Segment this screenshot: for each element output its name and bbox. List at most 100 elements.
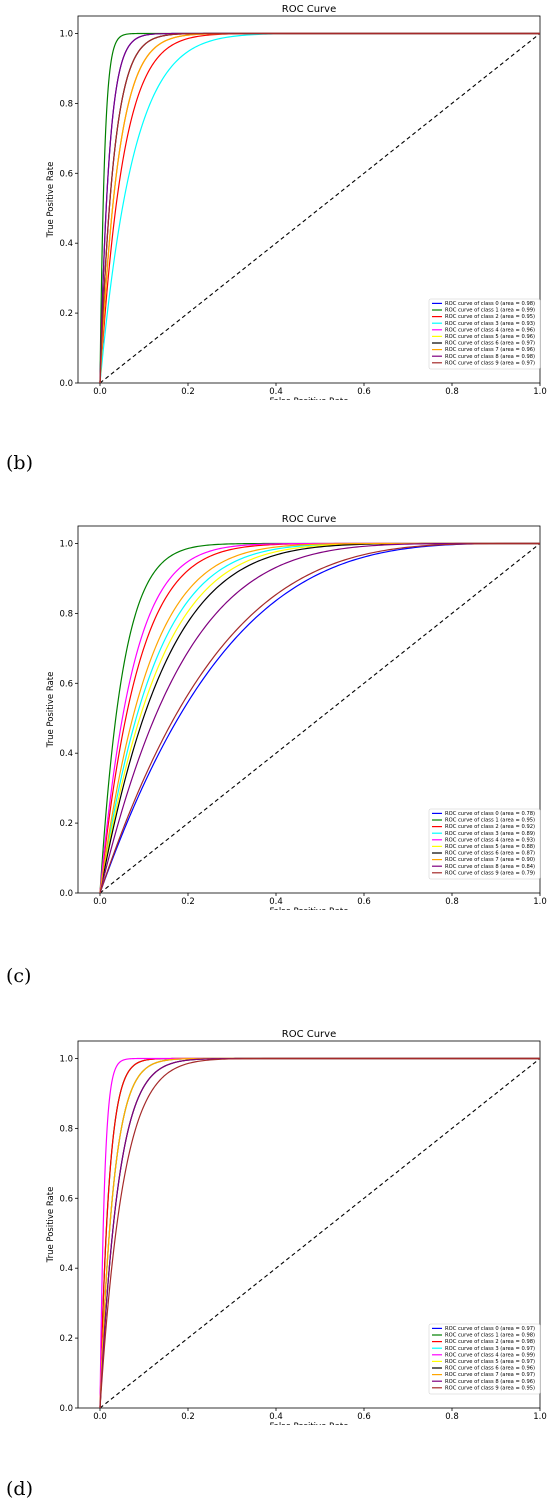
x-tick-label: 0.6	[357, 897, 371, 907]
y-tick-label: 0.8	[59, 609, 73, 619]
plot-frame	[77, 15, 541, 384]
x-tick-label: 0.4	[269, 1412, 283, 1422]
legend-entry: ROC curve of class 3 (area = 0.93)	[445, 321, 535, 327]
y-axis-title: True Positive Rate	[46, 162, 56, 239]
legend-box	[428, 808, 541, 880]
x-tick-label: 0.6	[357, 387, 371, 397]
legend-entry: ROC curve of class 6 (area = 0.97)	[445, 341, 535, 347]
x-axis-title: False Positive Rate	[270, 1422, 349, 1425]
roc-chart-b: ROC Curve 0.0 0.2 0.4 0.6 0.8 1.0 0.0 0.2 0.4 0.6 0…	[0, 0, 550, 400]
roc-curve-class-9	[99, 542, 540, 893]
y-tick-label: 1.0	[59, 539, 73, 549]
x-axis-title: False Positive Rate	[270, 397, 349, 400]
plot-frame	[77, 1040, 541, 1409]
x-tick-label: 0.0	[93, 387, 107, 397]
legend-entry: ROC curve of class 1 (area = 0.99)	[445, 308, 535, 314]
chance-diagonal	[99, 543, 540, 893]
legend-box	[428, 298, 541, 370]
roc-curve-class-9	[99, 1057, 540, 1408]
y-tick-label: 0.2	[59, 309, 73, 319]
legend-entry: ROC curve of class 6 (area = 0.87)	[445, 851, 535, 857]
y-tick-label: 0.4	[59, 1264, 73, 1274]
x-tick-label: 0.8	[445, 1412, 459, 1422]
y-tick-label: 0.0	[59, 1404, 73, 1414]
x-tick-label: 0.6	[357, 1412, 371, 1422]
caption-c: (c)	[6, 965, 32, 987]
legend-entry: ROC curve of class 8 (area = 0.96)	[445, 1379, 535, 1385]
y-tick-label: 0.0	[59, 889, 73, 899]
y-tick-label: 0.8	[59, 1124, 73, 1134]
chart-title: ROC Curve	[282, 514, 336, 525]
legend-box	[428, 1323, 541, 1395]
legend-entry: ROC curve of class 4 (area = 0.96)	[445, 327, 535, 333]
y-tick-label: 0.4	[59, 749, 73, 759]
legend-entry: ROC curve of class 2 (area = 0.95)	[445, 314, 535, 320]
y-tick-label: 0.6	[59, 169, 73, 179]
chance-diagonal	[99, 1058, 540, 1408]
y-tick-label: 1.0	[59, 29, 73, 39]
x-tick-label: 0.2	[181, 897, 195, 907]
chart-title: ROC Curve	[282, 4, 336, 15]
plot-frame	[77, 525, 541, 894]
legend: ROC curve of class 0 (area = 0.98)ROC cu…	[428, 298, 541, 370]
legend-entry: ROC curve of class 8 (area = 0.84)	[445, 864, 535, 870]
legend-entry: ROC curve of class 0 (area = 0.98)	[445, 301, 535, 307]
x-tick-label: 0.8	[445, 897, 459, 907]
roc-chart-c-svg: ROC Curve 0.0 0.2 0.4 0.6 0.8 1.0 0.0 0.2 0.4 0.6 0…	[46, 514, 547, 910]
legend-entry: ROC curve of class 7 (area = 0.97)	[445, 1372, 535, 1378]
y-tick-label: 0.8	[59, 99, 73, 109]
x-tick-label: 1.0	[533, 897, 547, 907]
chart-title: ROC Curve	[282, 1029, 336, 1040]
legend-entry: ROC curve of class 5 (area = 0.88)	[445, 844, 535, 850]
legend-entry: ROC curve of class 9 (area = 0.95)	[445, 1385, 535, 1391]
x-tick-label: 0.4	[269, 387, 283, 397]
y-tick-label: 0.2	[59, 1334, 73, 1344]
legend-entry: ROC curve of class 4 (area = 0.99)	[445, 1352, 535, 1358]
legend-entry: ROC curve of class 3 (area = 0.97)	[445, 1346, 535, 1352]
roc-chart-c: ROC Curve 0.0 0.2 0.4 0.6 0.8 1.0 0.0 0.2 0.4 0.6 0…	[0, 510, 550, 910]
x-tick-label: 0.2	[181, 387, 195, 397]
roc-curve-class-0	[99, 542, 540, 893]
legend-entry: ROC curve of class 1 (area = 0.95)	[445, 818, 535, 824]
roc-curve-class-9	[99, 32, 540, 383]
x-axis-title: False Positive Rate	[270, 907, 349, 910]
legend-entry: ROC curve of class 8 (area = 0.98)	[445, 354, 535, 360]
x-tick-label: 0.0	[93, 1412, 107, 1422]
legend-entry: ROC curve of class 2 (area = 0.98)	[445, 1339, 535, 1345]
y-axis-title: True Positive Rate	[46, 1187, 56, 1264]
legend-entry: ROC curve of class 6 (area = 0.96)	[445, 1366, 535, 1372]
roc-chart-b-svg: ROC Curve 0.0 0.2 0.4 0.6 0.8 1.0 0.0 0.2 0.4 0.6 0…	[46, 4, 547, 400]
y-tick-label: 0.6	[59, 679, 73, 689]
caption-d: (d)	[6, 1478, 33, 1500]
roc-curve-class-8	[99, 542, 540, 893]
x-tick-label: 0.2	[181, 1412, 195, 1422]
y-tick-label: 0.6	[59, 1194, 73, 1204]
y-tick-label: 1.0	[59, 1054, 73, 1064]
legend: ROC curve of class 0 (area = 0.97) ROC cu…	[428, 1323, 541, 1395]
roc-curve-class-7	[99, 542, 540, 893]
y-tick-label: 0.2	[59, 819, 73, 829]
roc-chart-d-svg: ROC Curve 0.0 0.2 0.4 0.6 0.8 1.0 0.0 0.2 0.4 0.6 0…	[46, 1029, 547, 1425]
legend: ROC curve of class 0 (area = 0.78)ROC cu…	[428, 808, 541, 880]
y-axis-title: True Positive Rate	[46, 672, 56, 749]
legend-entry: ROC curve of class 3 (area = 0.89)	[445, 831, 535, 837]
caption-b: (b)	[6, 452, 33, 474]
legend-entry: ROC curve of class 0 (area = 0.78)	[445, 811, 535, 817]
x-tick-label: 1.0	[533, 1412, 547, 1422]
y-tick-label: 0.4	[59, 239, 73, 249]
x-tick-label: 0.4	[269, 897, 283, 907]
legend-entry: ROC curve of class 7 (area = 0.90)	[445, 857, 535, 863]
legend-entry: ROC curve of class 5 (area = 0.96)	[445, 334, 535, 340]
chance-diagonal	[99, 33, 540, 383]
x-tick-label: 0.8	[445, 387, 459, 397]
legend-entry: ROC curve of class 0 (area = 0.97)	[445, 1326, 535, 1332]
x-tick-label: 1.0	[533, 387, 547, 397]
x-tick-label: 0.0	[93, 897, 107, 907]
legend-entry: ROC curve of class 5 (area = 0.97)	[445, 1359, 535, 1365]
legend-entry: ROC curve of class 2 (area = 0.92)	[445, 824, 535, 830]
legend-entry: ROC curve of class 7 (area = 0.96)	[445, 347, 535, 353]
y-tick-label: 0.0	[59, 379, 73, 389]
legend-entry: ROC curve of class 4 (area = 0.93)	[445, 837, 535, 843]
roc-chart-d: ROC Curve 0.0 0.2 0.4 0.6 0.8 1.0 0.0 0.2 0.4 0.6 0…	[0, 1025, 550, 1425]
legend-entry: ROC curve of class 9 (area = 0.79)	[445, 870, 535, 876]
